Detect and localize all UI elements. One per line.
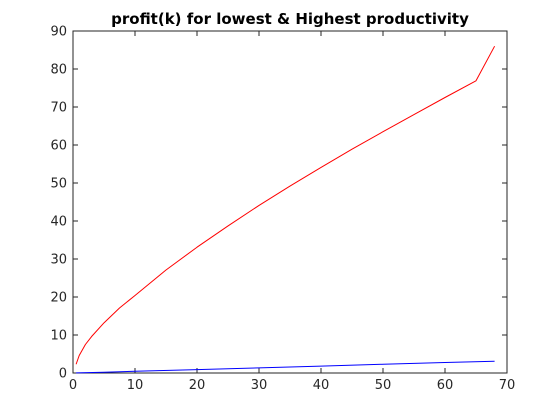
y-tick-label: 50 (50, 177, 67, 192)
x-tick-label: 0 (69, 378, 77, 393)
x-tick-label: 50 (375, 378, 392, 393)
y-tick-label: 90 (50, 25, 67, 40)
y-tick-label: 10 (50, 329, 67, 344)
series-line-1 (75, 45, 496, 365)
y-tick-label: 70 (50, 101, 67, 116)
y-tick-label: 40 (50, 215, 67, 230)
y-tick-label: 20 (50, 291, 67, 306)
axis-ticks: 0 10 20 30 40 50 60 70 0 10 20 30 40 50 60 70 80 90 (50, 25, 515, 394)
series-line-2 (76, 360, 495, 374)
y-tick-label: 60 (50, 139, 67, 154)
x-tick-label: 30 (251, 378, 268, 393)
chart-title: profit(k) for lowest & Highest productiv… (111, 10, 469, 28)
x-tick-label: 60 (437, 378, 454, 393)
series-layer (75, 45, 496, 374)
x-tick-label: 10 (127, 378, 144, 393)
y-tick-label: 30 (50, 253, 67, 268)
x-tick-label: 40 (313, 378, 330, 393)
y-tick-label: 80 (50, 63, 67, 78)
x-tick-label: 20 (189, 378, 206, 393)
plot-area (72, 30, 508, 374)
x-tick-label: 70 (499, 378, 516, 393)
y-tick-label: 0 (59, 367, 67, 382)
